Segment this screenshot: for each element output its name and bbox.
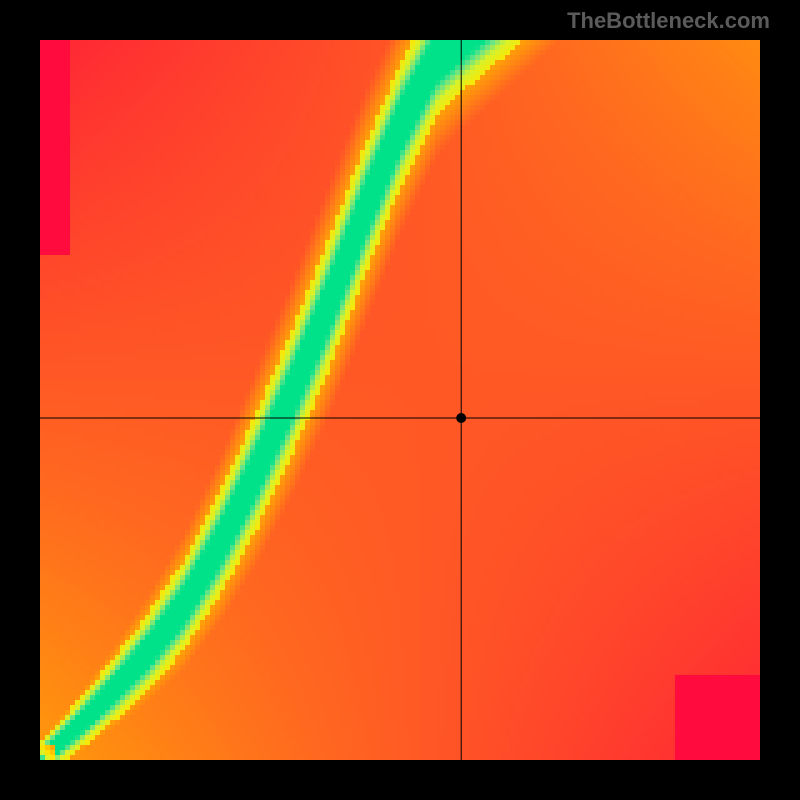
bottleneck-heatmap	[40, 40, 760, 760]
watermark-text: TheBottleneck.com	[567, 8, 770, 34]
chart-root: TheBottleneck.com	[0, 0, 800, 800]
